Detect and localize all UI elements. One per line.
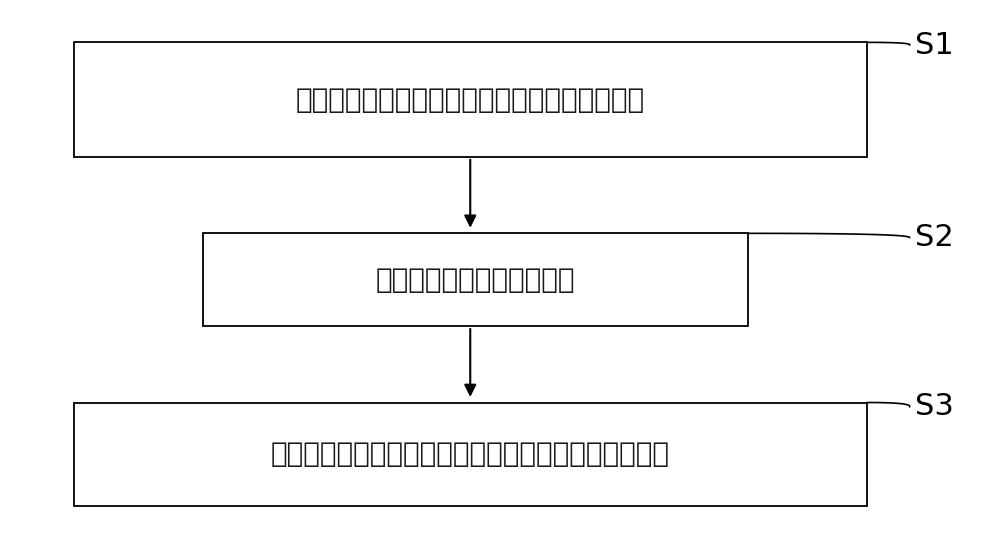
Text: 获取柔性管路在三维空间下的离散悬链线模型；: 获取柔性管路在三维空间下的离散悬链线模型； xyxy=(296,86,645,114)
Text: S3: S3 xyxy=(915,392,953,422)
Text: 获取机械臂的包围盒模型；: 获取机械臂的包围盒模型； xyxy=(375,266,575,294)
Text: S2: S2 xyxy=(915,223,953,252)
FancyBboxPatch shape xyxy=(203,233,748,326)
Text: S1: S1 xyxy=(915,30,953,60)
Text: 判断所述包围盒模型与所述离散悬链线模型是否相交。: 判断所述包围盒模型与所述离散悬链线模型是否相交。 xyxy=(271,440,670,468)
FancyBboxPatch shape xyxy=(74,403,867,506)
FancyBboxPatch shape xyxy=(74,42,867,157)
